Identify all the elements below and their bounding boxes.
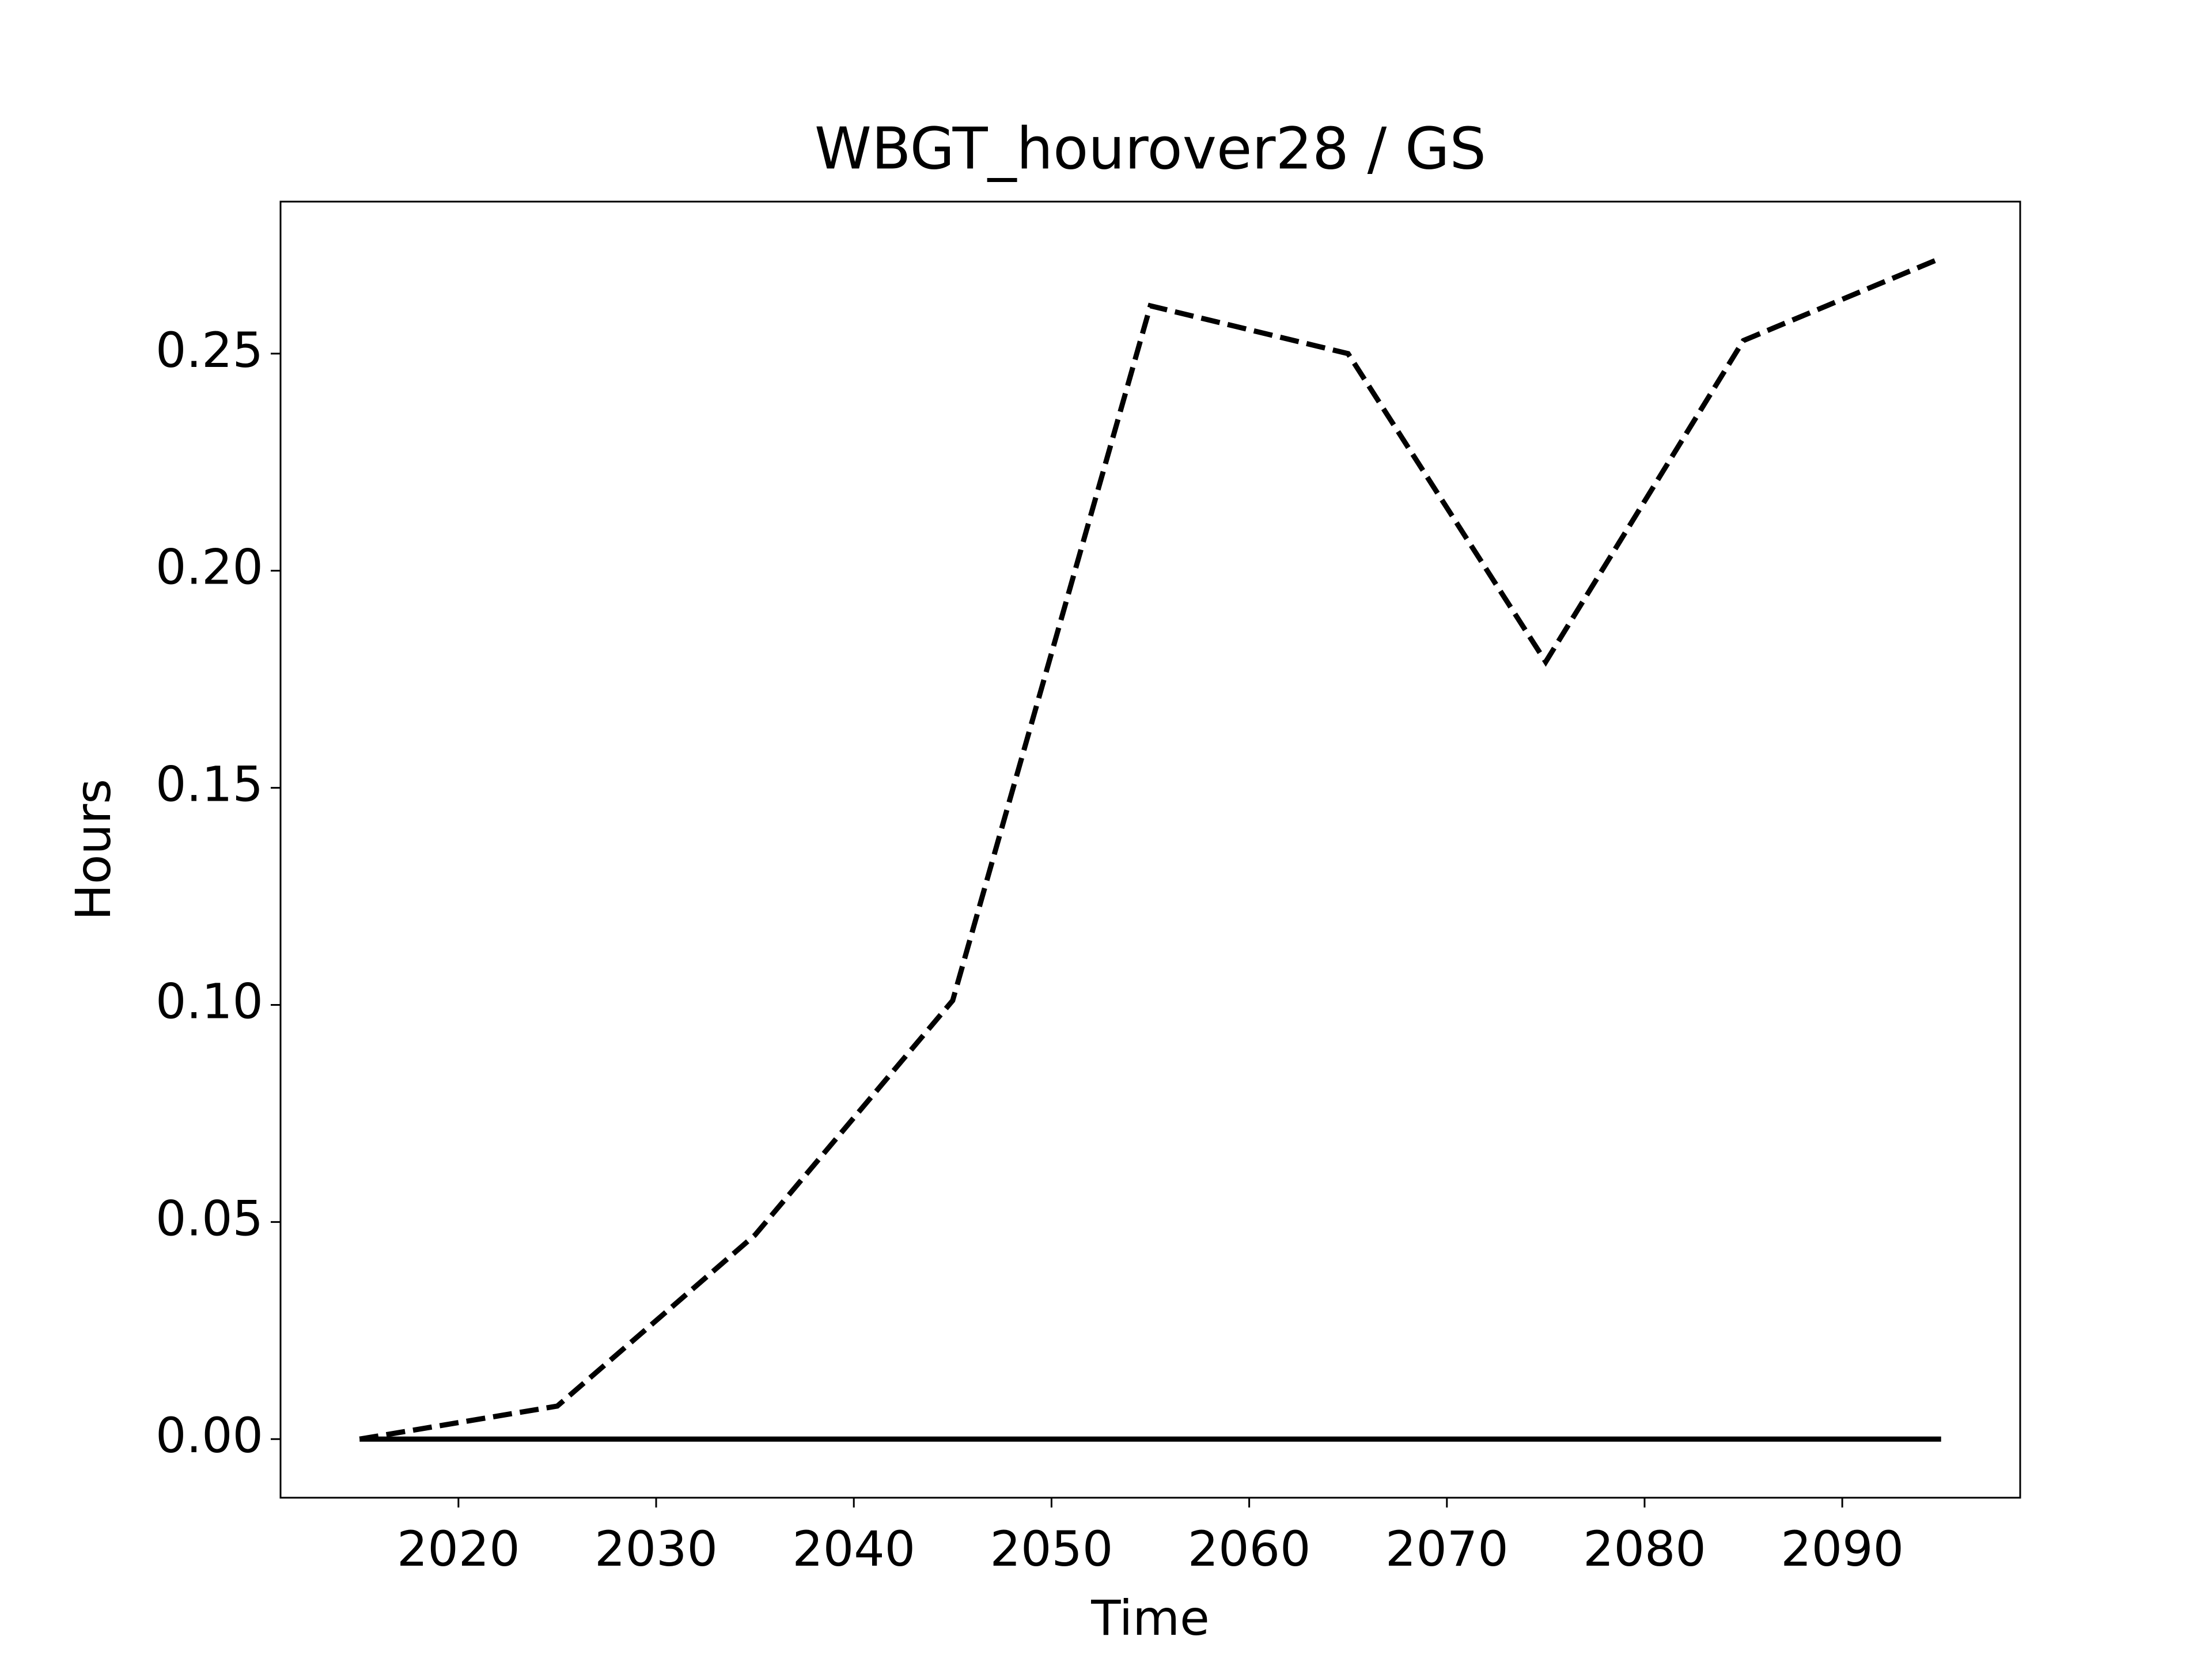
data-line <box>359 255 1942 1442</box>
y-axis-label: Hours <box>65 779 122 921</box>
y-tick-label: 0.15 <box>156 756 263 813</box>
x-tick-label: 2070 <box>1385 1521 1509 1577</box>
x-tick-label: 2020 <box>397 1521 520 1577</box>
x-tick-label: 2080 <box>1583 1521 1706 1577</box>
x-axis-label: Time <box>1090 1590 1210 1646</box>
x-tick-label: 2060 <box>1188 1521 1311 1577</box>
y-tick-label: 0.10 <box>156 973 263 1029</box>
x-tick-label: 2030 <box>594 1521 718 1577</box>
plot-frame <box>279 200 2021 1499</box>
chart-title: WBGT_hourover28 / GS <box>815 115 1486 182</box>
y-tick-label: 0.25 <box>156 322 263 378</box>
y-tick-label: 0.00 <box>156 1407 263 1464</box>
y-tick-label: 0.20 <box>156 539 263 596</box>
x-tick-label: 2050 <box>990 1521 1113 1577</box>
y-tick-label: 0.05 <box>156 1190 263 1247</box>
x-tick-label: 2040 <box>792 1521 915 1577</box>
x-tick-label: 2090 <box>1781 1521 1904 1577</box>
